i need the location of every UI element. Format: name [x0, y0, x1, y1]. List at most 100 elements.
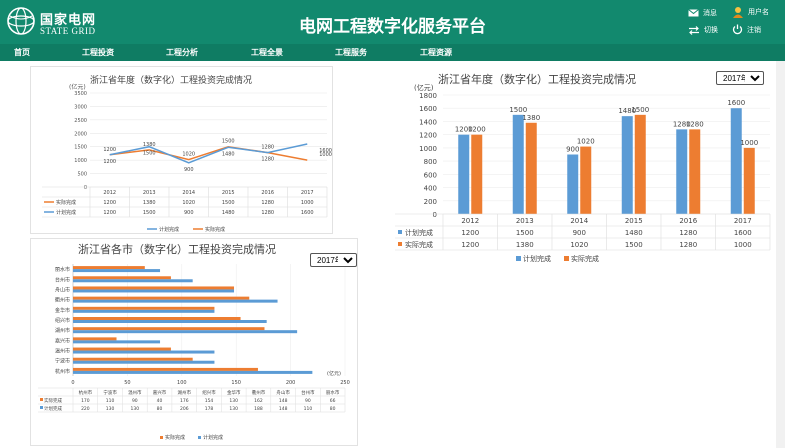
user-menu-button[interactable]: 用户名: [732, 6, 769, 18]
data-label: 1280: [261, 145, 274, 151]
nav-analysis[interactable]: 工程分析: [166, 48, 198, 57]
nav-panorama[interactable]: 工程全景: [251, 48, 283, 57]
x-tick-label: 50: [124, 380, 130, 386]
data-label: 1000: [319, 152, 332, 158]
table-header-cell: 绍兴市: [202, 389, 216, 396]
logo-chinese-text: 国家电网: [40, 13, 97, 28]
y-category-label: 金华市: [55, 307, 70, 314]
nav-home[interactable]: 首页: [14, 48, 30, 57]
bar-plan: [567, 154, 579, 214]
x-tick-label: 100: [177, 380, 187, 386]
y-tick-label: 1000: [74, 158, 87, 164]
bar-plan: [621, 116, 633, 214]
bar-actual: [73, 286, 235, 290]
data-label: 1280: [261, 157, 274, 163]
bar-plan: [73, 340, 161, 344]
x-tick-label: 2012: [103, 190, 116, 196]
table-cell: 1200: [461, 229, 479, 237]
table-cell: 80: [330, 406, 336, 412]
data-label: 1200: [468, 126, 486, 134]
table-header-cell: 台州市: [301, 389, 315, 396]
page-scrollbar[interactable]: [776, 61, 785, 448]
chart-title: 浙江省各市（数字化）工程投资完成情况: [78, 242, 276, 256]
x-tick-label: 200: [286, 380, 296, 386]
y-category-label: 丽水市: [55, 266, 70, 273]
x-tick-label: 150: [231, 380, 241, 386]
table-cell: 178: [205, 406, 214, 412]
annual-bar-chart: 浙江省年度（数字化）工程投资完成情况 (亿元) 0 200 400 600 800 1000 1…: [395, 72, 771, 263]
table-cell: 1280: [261, 200, 274, 206]
table-cell: 148: [279, 398, 288, 404]
table-cell: 1200: [461, 241, 479, 249]
bar-actual: [73, 296, 250, 300]
x-tick-label: 0: [71, 380, 74, 386]
city-year-select[interactable]: 2017年: [310, 253, 357, 267]
y-tick-label: 1500: [74, 145, 87, 151]
x-tick-label: 250: [340, 380, 350, 386]
data-label: 1500: [631, 106, 649, 114]
bar-plan: [458, 134, 470, 214]
table-header-cell: 宁波市: [103, 389, 117, 396]
bar-plan: [73, 279, 193, 283]
nav-resources[interactable]: 工程资源: [420, 48, 452, 57]
y-axis-label: (亿元): [69, 83, 86, 91]
app-header: 国家电网 STATE GRID 电网工程数字化服务平台 消息 用户名 切换 注销: [0, 0, 785, 44]
bar-plan: [73, 299, 278, 303]
main-nav: 首页 工程投资 工程分析 工程全景 工程服务 工程资源: [0, 44, 785, 61]
table-cell: 90: [305, 398, 311, 404]
chart-title: 浙江省年度（数字化）工程投资完成情况: [90, 74, 252, 86]
table-cell: 66: [330, 398, 336, 404]
data-label: 900: [566, 146, 579, 154]
y-category-label: 绍兴市: [55, 317, 70, 324]
table-cell: 40: [157, 398, 163, 404]
main-content: [0, 61, 785, 448]
table-cell: 1500: [516, 229, 534, 237]
city-chart-panel: [30, 238, 358, 446]
annual-year-select[interactable]: 2017年: [716, 71, 764, 85]
chart-title: 浙江省年度（数字化）工程投资完成情况: [438, 72, 636, 86]
y-tick-label: 1800: [419, 92, 437, 100]
bar-actual: [73, 276, 171, 280]
table-cell: 154: [205, 398, 214, 404]
line-chart-panel: [30, 66, 333, 234]
bar-actual: [743, 147, 755, 214]
table-series-name: 实际完成: [405, 240, 433, 249]
logout-button[interactable]: 注销: [732, 24, 761, 35]
bar-plan: [73, 330, 298, 334]
switch-button[interactable]: 切换: [688, 25, 718, 35]
nav-service[interactable]: 工程服务: [335, 48, 367, 57]
y-axis-label: (亿元): [414, 83, 434, 92]
y-tick-label: 0: [84, 185, 87, 191]
table-cell: 1200: [103, 210, 116, 216]
bar-plan: [676, 129, 688, 214]
table-cell: 188: [254, 406, 263, 412]
bar-actual: [634, 114, 646, 214]
table-header-cell: 湖州市: [178, 389, 192, 396]
switch-label: 切换: [704, 26, 718, 34]
data-label: 1200: [455, 126, 473, 134]
table-cell: 1020: [182, 200, 195, 206]
x-axis-label: (亿元): [327, 370, 341, 377]
y-category-label: 嘉兴市: [55, 337, 70, 344]
data-label: 1020: [577, 138, 595, 146]
legend-label: 实际完成: [165, 434, 185, 441]
messages-button[interactable]: 消息: [688, 8, 717, 18]
legend-label: 计划完成: [159, 226, 179, 233]
nav-investment[interactable]: 工程投资: [82, 48, 114, 57]
bar-actual: [73, 337, 117, 341]
table-series-name: 计划完成: [405, 228, 433, 237]
data-label: 1380: [522, 114, 540, 122]
y-tick-label: 1400: [419, 118, 437, 126]
username-label: 用户名: [748, 8, 769, 16]
data-label: 1020: [182, 152, 195, 158]
legend-label: 计划完成: [523, 254, 551, 263]
table-legend-key: [40, 398, 43, 401]
series-line-actual: [109, 145, 308, 161]
table-cell: 220: [81, 406, 90, 412]
data-label: 1480: [618, 107, 636, 115]
table-header-cell: 杭州市: [79, 389, 93, 396]
data-label: 1500: [143, 151, 156, 157]
y-tick-label: 3500: [74, 91, 87, 97]
y-tick-label: 400: [424, 185, 437, 193]
data-label: 1280: [673, 120, 691, 128]
